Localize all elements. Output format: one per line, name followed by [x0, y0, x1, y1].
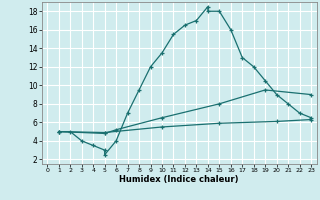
X-axis label: Humidex (Indice chaleur): Humidex (Indice chaleur): [119, 175, 239, 184]
